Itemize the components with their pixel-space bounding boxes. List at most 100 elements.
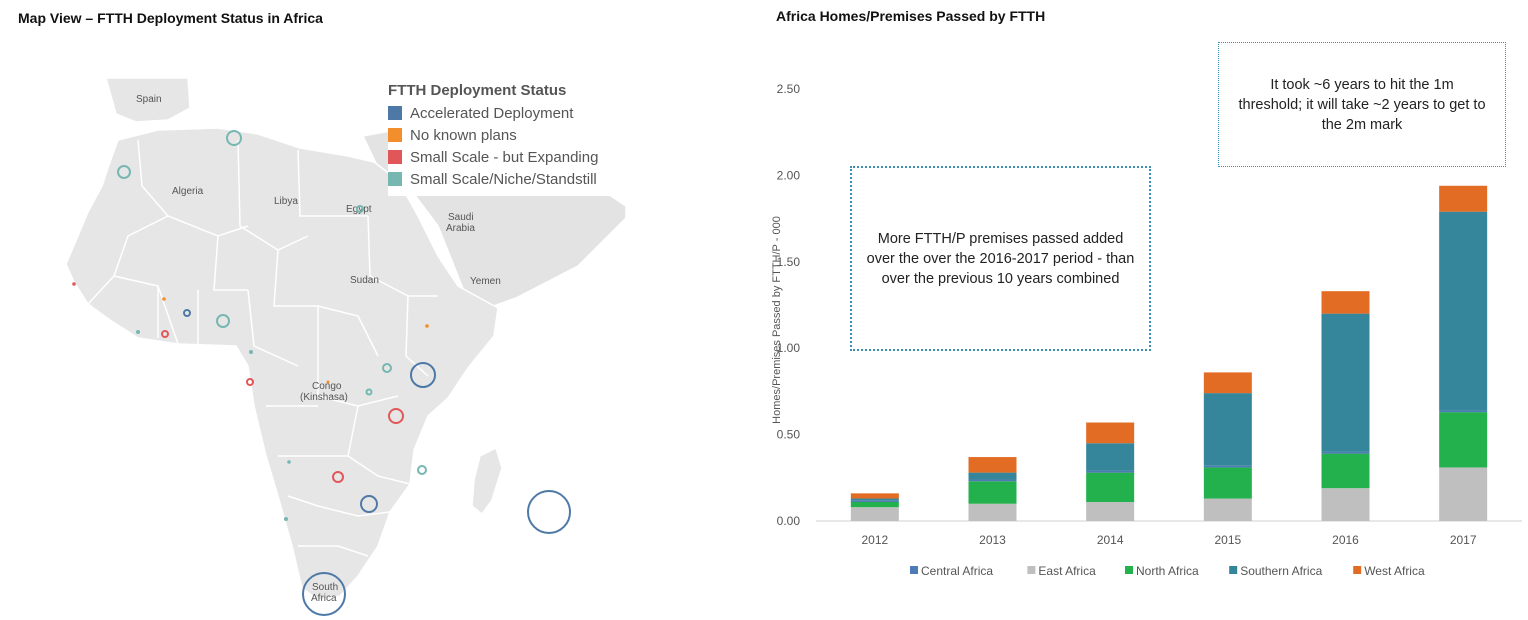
chart-legend-item[interactable]: North Africa	[1125, 564, 1199, 578]
bar-segment-southern-africa	[1321, 313, 1370, 452]
x-tick-label: 2013	[979, 533, 1006, 547]
marker-benin	[183, 309, 191, 317]
chart-legend-swatch	[1027, 566, 1036, 574]
bar-segment-central-africa	[1321, 451, 1370, 454]
map-region-madagascar[interactable]	[471, 446, 503, 516]
chart-legend: Central Africa East Africa North Africa Sou…	[910, 564, 1425, 578]
marker-gabon	[246, 378, 254, 386]
chart-legend-swatch	[910, 566, 918, 574]
y-tick-label: 1.00	[777, 341, 801, 355]
bar-segment-north-africa	[1203, 467, 1252, 499]
label-sudan: Sudan	[350, 275, 379, 286]
legend-swatch	[388, 106, 402, 120]
label-south-africa-1: South	[312, 582, 338, 593]
legend-label: No known plans	[410, 126, 517, 144]
map-title: Map View – FTTH Deployment Status in Afr…	[18, 10, 323, 26]
legend-label: Accelerated Deployment	[410, 104, 574, 122]
bar-segment-north-africa	[968, 481, 1017, 504]
annotation-1m-threshold: It took ~6 years to hit the 1m threshold…	[1218, 42, 1506, 167]
map-region-spain[interactable]	[105, 77, 191, 123]
y-axis: 0.00 0.50 1.00 1.50 2.00 2.50	[777, 82, 801, 528]
bar-segment-west-africa	[968, 457, 1017, 473]
x-tick-label: 2016	[1332, 533, 1359, 547]
bar-segment-central-africa	[1203, 465, 1252, 468]
label-spain: Spain	[136, 94, 162, 105]
bar-segment-east-africa	[968, 503, 1017, 521]
marker-ghana	[161, 330, 169, 338]
marker-south-africa	[302, 572, 346, 616]
y-axis-label: Homes/Premises Passed by FTTH/P - 000	[771, 216, 783, 424]
bar-segment-east-africa	[1439, 467, 1488, 521]
chart-legend-item[interactable]: Southern Africa	[1229, 564, 1323, 578]
bar-segment-southern-africa	[968, 472, 1017, 480]
bar-segment-central-africa	[968, 479, 1017, 482]
label-yemen: Yemen	[470, 276, 501, 287]
marker-mauritius	[527, 490, 571, 534]
bars	[850, 185, 1488, 521]
marker-tanzania	[388, 408, 404, 424]
bar-segment-east-africa	[1086, 501, 1135, 521]
marker-zambia	[332, 471, 344, 483]
x-tick-label: 2015	[1214, 533, 1241, 547]
map-legend: FTTH Deployment Status Accelerated Deplo…	[388, 80, 626, 196]
bar-segment-southern-africa	[1439, 211, 1488, 411]
status-markers[interactable]	[117, 130, 571, 616]
chart-legend-swatch	[1229, 566, 1238, 574]
legend-swatch	[388, 172, 402, 186]
map-legend-title: FTTH Deployment Status	[388, 82, 567, 99]
x-tick-label: 2014	[1097, 533, 1124, 547]
chart-legend-label: East Africa	[1038, 564, 1096, 578]
label-libya: Libya	[274, 196, 298, 207]
bar-segment-west-africa	[1439, 185, 1488, 212]
bar-segment-west-africa	[1203, 372, 1252, 394]
marker-zimbabwe	[360, 495, 378, 513]
label-saudi-1: Saudi	[448, 212, 474, 223]
marker-egypt	[356, 205, 364, 213]
bar-segment-central-africa	[850, 500, 899, 502]
legend-swatch	[388, 150, 402, 164]
country-borders	[87, 139, 438, 557]
bar-segment-central-africa	[1439, 410, 1488, 413]
legend-label: Small Scale/Niche/Standstill	[410, 170, 597, 188]
bar-segment-west-africa	[1321, 291, 1370, 314]
bar-segment-east-africa	[1203, 498, 1252, 521]
chart-legend-item[interactable]: West Africa	[1353, 564, 1425, 578]
marker-rwanda	[365, 388, 373, 396]
y-tick-label: 0.00	[777, 514, 801, 528]
x-tick-label: 2012	[861, 533, 888, 547]
bar-segment-southern-africa	[850, 498, 899, 501]
bar-segment-north-africa	[1439, 412, 1488, 468]
y-tick-label: 0.50	[777, 428, 801, 442]
marker-kenya	[410, 362, 436, 388]
marker-mozambique	[417, 465, 427, 475]
bar-segment-east-africa	[850, 507, 899, 521]
chart-legend-item[interactable]: East Africa	[1027, 564, 1096, 578]
chart-legend-label: Central Africa	[921, 564, 993, 578]
bar-segment-north-africa	[850, 501, 899, 508]
small-markers[interactable]	[72, 282, 429, 521]
map-legend-item[interactable]: Accelerated Deployment	[388, 102, 626, 124]
chart-legend-swatch	[1353, 566, 1362, 574]
bar-segment-southern-africa	[1086, 443, 1135, 471]
y-tick-label: 2.50	[777, 82, 801, 96]
country-labels: Spain Algeria Libya Egypt Saudi Arabia S…	[136, 94, 501, 604]
chart-legend-swatch	[1125, 566, 1133, 574]
label-algeria: Algeria	[172, 186, 204, 197]
bar-segment-southern-africa	[1203, 393, 1252, 466]
legend-swatch	[388, 128, 402, 142]
map-legend-item[interactable]: Small Scale - but Expanding	[388, 146, 626, 168]
label-egypt: Egypt	[346, 204, 372, 215]
chart-legend-label: Southern Africa	[1240, 564, 1322, 578]
chart-legend-item[interactable]: Central Africa	[910, 564, 993, 578]
x-axis: 2012 2013 2014 2015 2016 2017	[861, 533, 1476, 547]
marker-nigeria	[216, 314, 230, 328]
bar-segment-east-africa	[1321, 488, 1370, 521]
chart-legend-label: North Africa	[1136, 564, 1199, 578]
marker-morocco	[117, 165, 131, 179]
legend-label: Small Scale - but Expanding	[410, 148, 599, 166]
map-legend-item[interactable]: No known plans	[388, 124, 626, 146]
chart-title: Africa Homes/Premises Passed by FTTH	[776, 8, 1046, 24]
chart-legend-label: West Africa	[1364, 564, 1425, 578]
map-legend-item[interactable]: Small Scale/Niche/Standstill	[388, 168, 626, 190]
annotation-2016-2017: More FTTH/P premises passed added over t…	[850, 166, 1151, 351]
